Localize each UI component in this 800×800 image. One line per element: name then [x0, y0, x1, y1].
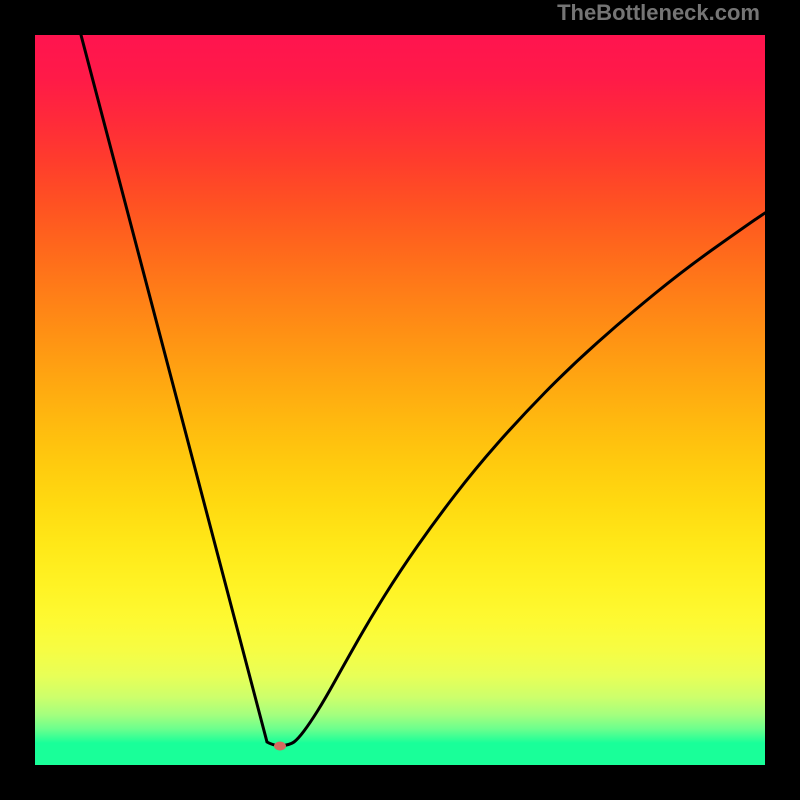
minimum-marker [274, 742, 286, 751]
frame-top [0, 0, 800, 35]
frame-right [765, 0, 800, 800]
frame-bottom [0, 765, 800, 800]
plot-area [35, 35, 765, 765]
frame-left [0, 0, 35, 800]
chart-canvas: TheBottleneck.com [0, 0, 800, 800]
plot-svg [35, 35, 765, 765]
gradient-background [35, 35, 765, 743]
bottom-band [35, 743, 765, 765]
